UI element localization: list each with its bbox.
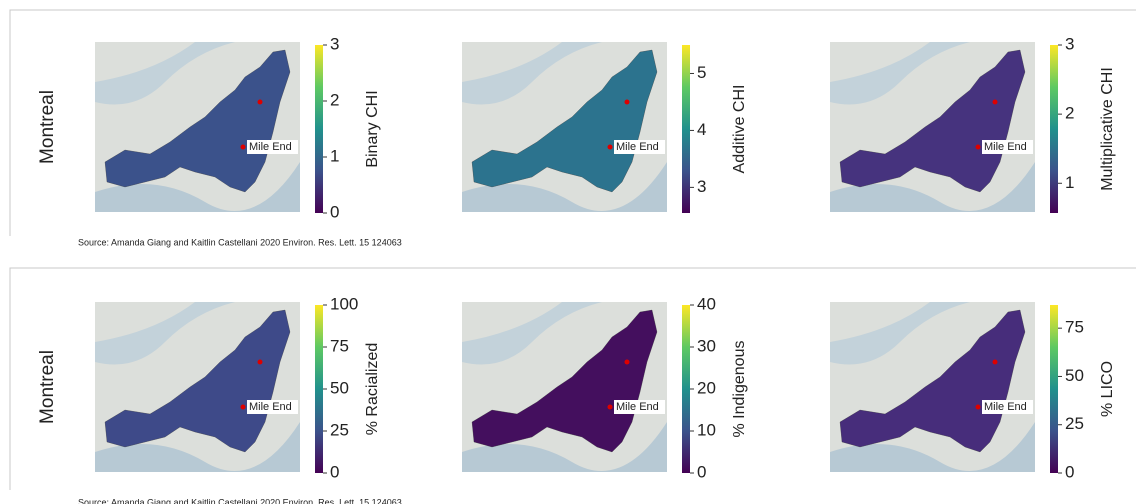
marker — [258, 100, 263, 105]
marker — [976, 145, 981, 150]
colorbar-label: % LICO — [1099, 361, 1116, 417]
marker — [976, 405, 981, 410]
tick-label: 50 — [1065, 366, 1084, 385]
tick-label: 2 — [330, 90, 339, 109]
tick-label: 75 — [1065, 318, 1084, 337]
map: Mile End — [95, 42, 300, 212]
colorbar — [1050, 45, 1058, 213]
tick-label: 3 — [1065, 34, 1074, 53]
marker — [241, 405, 246, 410]
marker — [625, 100, 630, 105]
map: Mile End — [830, 302, 1035, 472]
colorbar — [682, 45, 690, 213]
tick-label: 50 — [330, 378, 349, 397]
annotation: Mile End — [616, 141, 659, 153]
tick-label: 0 — [330, 462, 339, 481]
map: Mile End — [462, 42, 667, 212]
colorbar-label: Multiplicative CHI — [1099, 67, 1116, 191]
annotation: Mile End — [984, 401, 1027, 413]
tick-label: 0 — [1065, 462, 1074, 481]
tick-label: 20 — [697, 378, 716, 397]
marker — [241, 145, 246, 150]
marker — [993, 360, 998, 365]
marker — [258, 360, 263, 365]
tick-label: 2 — [1065, 104, 1074, 123]
tick-label: 10 — [697, 420, 716, 439]
row-label: Montreal — [37, 90, 58, 164]
marker — [625, 360, 630, 365]
tick-label: 25 — [330, 420, 349, 439]
map: Mile End — [95, 302, 300, 472]
marker — [993, 100, 998, 105]
colorbar-label: % Racialized — [364, 343, 381, 435]
tick-label: 0 — [330, 202, 339, 221]
annotation: Mile End — [984, 141, 1027, 153]
annotation: Mile End — [249, 401, 292, 413]
tick-label: 1 — [330, 146, 339, 165]
row-label: Montreal — [37, 350, 58, 424]
tick-label: 5 — [697, 63, 706, 82]
source: Source: Amanda Giang and Kaitlin Castell… — [78, 237, 402, 247]
colorbar-label: Binary CHI — [364, 90, 381, 167]
colorbar — [682, 305, 690, 473]
tick-label: 75 — [330, 336, 349, 355]
tick-label: 0 — [697, 462, 706, 481]
tick-label: 1 — [1065, 173, 1074, 192]
annotation: Mile End — [249, 141, 292, 153]
source: Source: Amanda Giang and Kaitlin Castell… — [78, 497, 402, 504]
annotation: Mile End — [616, 401, 659, 413]
tick-label: 4 — [697, 120, 706, 139]
tick-label: 30 — [697, 336, 716, 355]
map: Mile End — [830, 42, 1035, 212]
map: Mile End — [462, 302, 667, 472]
page: {"panels": [ {"row_label": "Montreal", "… — [0, 0, 1136, 504]
tick-label: 25 — [1065, 414, 1084, 433]
colorbar — [1050, 305, 1058, 473]
tick-label: 100 — [330, 294, 358, 313]
colorbar — [315, 305, 323, 473]
tick-label: 40 — [697, 294, 716, 313]
marker — [608, 405, 613, 410]
colorbar-label: Additive CHI — [731, 85, 748, 174]
tick-label: 3 — [697, 177, 706, 196]
tick-label: 3 — [330, 34, 339, 53]
colorbar — [315, 45, 323, 213]
marker — [608, 145, 613, 150]
colorbar-label: % Indigenous — [731, 341, 748, 438]
figure: Montreal Source: Amanda Giang and Kaitlin… — [0, 0, 1136, 504]
